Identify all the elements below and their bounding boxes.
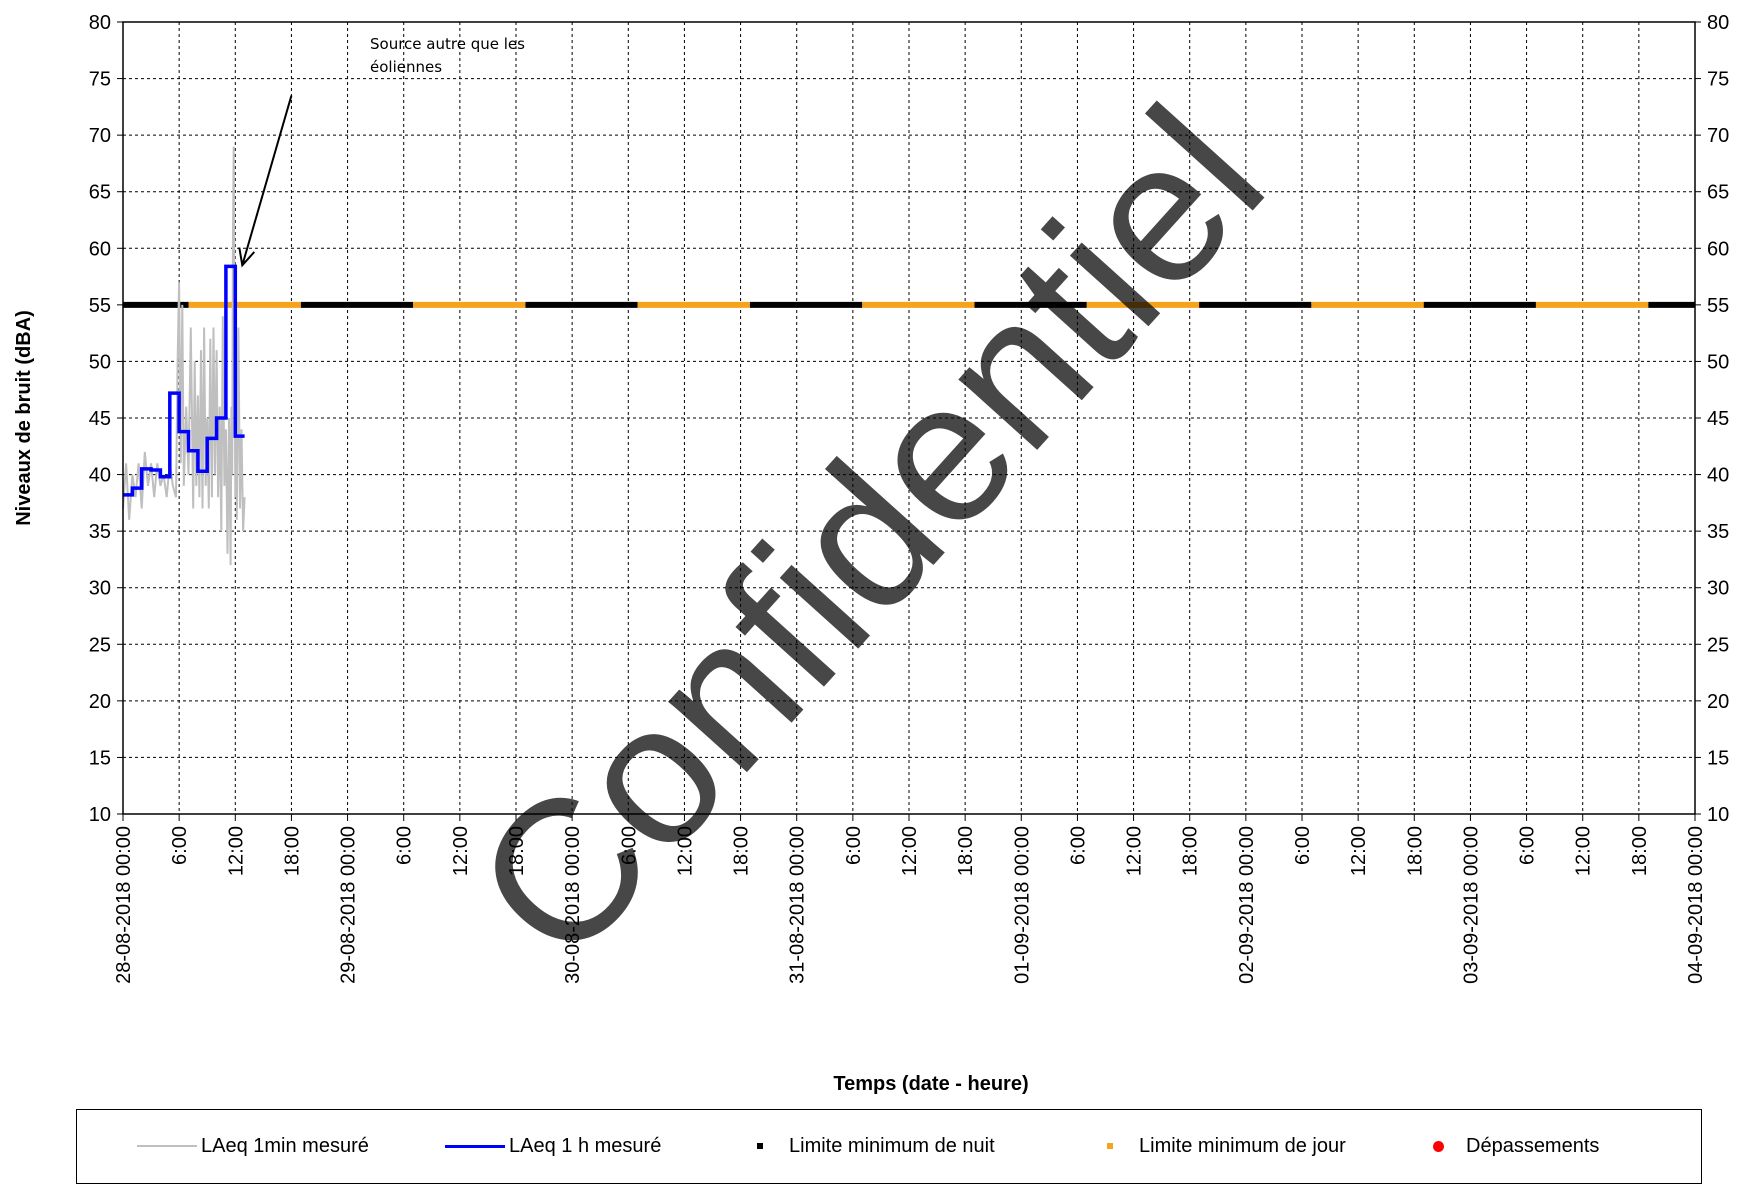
x-tick-label: 12:00 — [1124, 826, 1146, 876]
y-tick-label-right: 75 — [1707, 69, 1729, 91]
y-axis-left: 10 15 20 25 30 35 40 45 50 55 60 65 70 75 80 — [89, 12, 123, 826]
y-tick-label-left: 80 — [89, 12, 111, 34]
legend-item-laeq-1h: LAeq 1 h mesuré — [445, 1134, 661, 1158]
y-tick-label-right: 20 — [1707, 691, 1729, 713]
x-tick-label: 6:00 — [169, 826, 191, 865]
x-tick-label: 6:00 — [1517, 826, 1539, 865]
x-tick-label: 12:00 — [450, 826, 472, 876]
x-tick-label: 12:00 — [1573, 826, 1595, 876]
y-tick-label-right: 80 — [1707, 12, 1729, 34]
y-tick-label-left: 45 — [89, 408, 111, 430]
y-tick-label-left: 30 — [89, 578, 111, 600]
x-tick-label: 6:00 — [394, 826, 416, 865]
annotation-arrow — [241, 95, 293, 266]
x-tick-label: 12:00 — [1348, 826, 1370, 876]
x-tick-label: 6:00 — [1292, 826, 1314, 865]
x-tick-label: 03-09-2018 00:00 — [1460, 826, 1482, 984]
legend-swatch-gray-line — [137, 1145, 197, 1147]
y-tick-label-right: 60 — [1707, 238, 1729, 260]
y-tick-label-left: 75 — [89, 69, 111, 91]
x-axis: 28-08-2018 00:00 6:00 12:00 18:00 29-08-2018… — [113, 814, 1707, 984]
x-tick-label: 6:00 — [843, 826, 865, 865]
legend-item-depassements: Dépassements — [1407, 1134, 1599, 1158]
x-tick-label: 01-09-2018 00:00 — [1011, 826, 1033, 984]
series-layer — [122, 146, 1695, 566]
x-tick-label: 18:00 — [1629, 826, 1651, 876]
y-tick-label-right: 10 — [1707, 804, 1729, 826]
y-tick-label-right: 25 — [1707, 634, 1729, 656]
x-tick-label: 18:00 — [731, 826, 753, 876]
x-tick-label: 30-08-2018 00:00 — [562, 826, 584, 984]
grid — [123, 22, 1695, 814]
y-tick-label-right: 50 — [1707, 351, 1729, 373]
y-tick-label-right: 55 — [1707, 295, 1729, 317]
x-tick-label: 28-08-2018 00:00 — [113, 826, 135, 984]
y-tick-label-right: 70 — [1707, 125, 1729, 147]
legend-label: Limite minimum de nuit — [789, 1134, 995, 1157]
series-laeq-1h — [123, 264, 245, 497]
legend-swatch-black-square — [757, 1143, 763, 1149]
y-tick-label-right: 35 — [1707, 521, 1729, 543]
x-tick-label: 6:00 — [618, 826, 640, 865]
x-tick-label: 18:00 — [955, 826, 977, 876]
x-tick-label: 18:00 — [1180, 826, 1202, 876]
y-tick-label-left: 60 — [89, 238, 111, 260]
legend-label: Dépassements — [1466, 1134, 1600, 1157]
x-tick-label: 02-09-2018 00:00 — [1236, 826, 1258, 984]
y-tick-label-left: 65 — [89, 182, 111, 204]
x-tick-label: 29-08-2018 00:00 — [338, 826, 360, 984]
y-tick-label-left: 35 — [89, 521, 111, 543]
y-tick-label-left: 40 — [89, 465, 111, 487]
y-tick-label-left: 25 — [89, 634, 111, 656]
x-tick-label: 31-08-2018 00:00 — [787, 826, 809, 984]
y-tick-label-left: 50 — [89, 351, 111, 373]
x-tick-label: 6:00 — [1067, 826, 1089, 865]
annotation-line-1: Source autre que les — [370, 35, 525, 53]
legend-item-limite-jour: Limite minimum de jour — [1077, 1134, 1346, 1158]
x-tick-label: 12:00 — [225, 826, 247, 876]
y-axis-right: 10 15 20 25 30 35 40 45 50 55 60 65 70 75 80 — [1695, 12, 1729, 826]
annotation-line-2: éoliennes — [370, 58, 442, 76]
annotation-arrowhead — [238, 247, 256, 268]
y-tick-label-left: 10 — [89, 804, 111, 826]
legend-swatch-red-dot — [1433, 1140, 1444, 1152]
legend-label: LAeq 1min mesuré — [201, 1134, 369, 1157]
x-axis-title: Temps (date - heure) — [833, 1073, 1028, 1095]
y-tick-label-right: 15 — [1707, 747, 1729, 769]
y-axis-title: Niveaux de bruit (dBA) — [13, 310, 35, 526]
y-tick-label-right: 40 — [1707, 465, 1729, 487]
y-tick-label-left: 15 — [89, 747, 111, 769]
legend-swatch-blue-line — [445, 1144, 505, 1148]
y-tick-label-left: 55 — [89, 295, 111, 317]
legend-label: Limite minimum de jour — [1139, 1134, 1346, 1157]
legend-swatch-orange-square — [1107, 1143, 1113, 1149]
x-tick-label: 12:00 — [899, 826, 921, 876]
noise-level-chart: 10 15 20 25 30 35 40 45 50 55 60 65 70 75 80 10 15 20 25 3… — [13, 12, 1729, 1095]
x-tick-label: 12:00 — [674, 826, 696, 876]
x-tick-label: 18:00 — [281, 826, 303, 876]
y-tick-label-right: 30 — [1707, 578, 1729, 600]
legend-item-limite-nuit: Limite minimum de nuit — [727, 1134, 995, 1158]
y-tick-label-right: 45 — [1707, 408, 1729, 430]
y-tick-label-right: 65 — [1707, 182, 1729, 204]
x-tick-label: 18:00 — [506, 826, 528, 876]
legend: LAeq 1min mesuré LAeq 1 h mesuré Limite … — [76, 1109, 1702, 1184]
y-tick-label-left: 20 — [89, 691, 111, 713]
x-tick-label: 18:00 — [1404, 826, 1426, 876]
x-tick-label: 04-09-2018 00:00 — [1685, 826, 1707, 984]
series-laeq-1min — [122, 146, 246, 566]
legend-item-laeq-1min: LAeq 1min mesuré — [137, 1134, 369, 1158]
legend-label: LAeq 1 h mesuré — [509, 1134, 662, 1157]
y-tick-label-left: 70 — [89, 125, 111, 147]
